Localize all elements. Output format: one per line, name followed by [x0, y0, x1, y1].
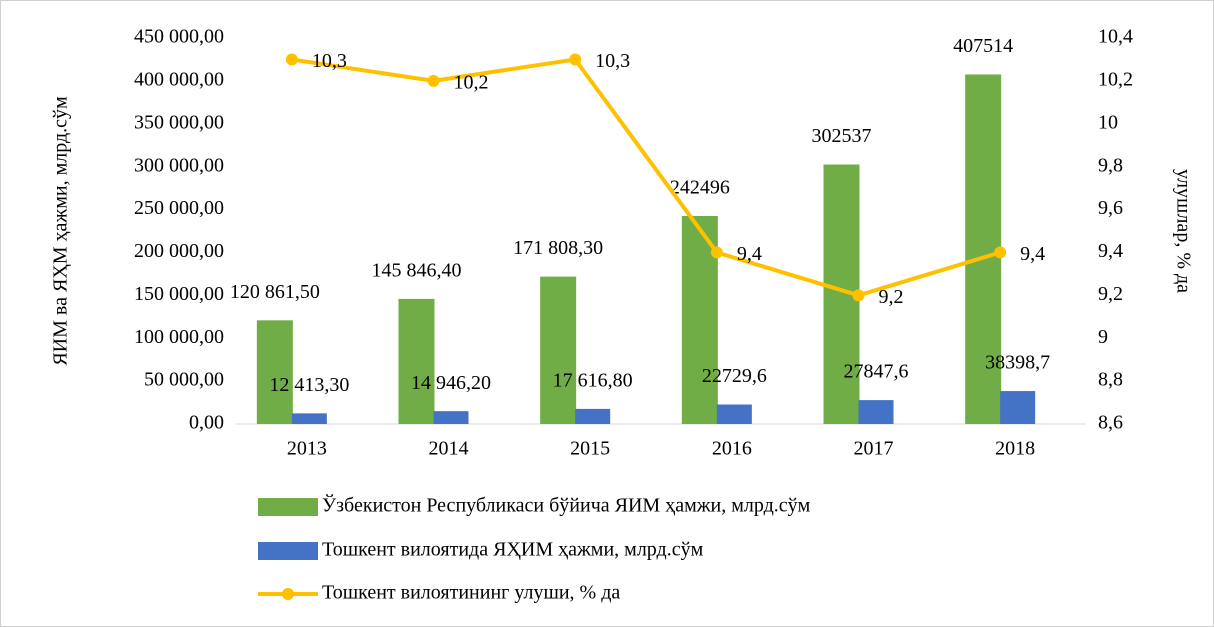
x-tick-label: 2017 — [854, 438, 894, 460]
data-label: 242496 — [670, 177, 730, 199]
bar — [398, 298, 435, 424]
bar — [540, 276, 577, 424]
data-label: 9,2 — [879, 286, 904, 308]
legend-swatch — [258, 542, 318, 560]
x-tick-label: 2013 — [287, 438, 327, 460]
legend-marker — [282, 588, 294, 600]
data-label: 12 413,30 — [269, 374, 349, 396]
data-label: 17 616,80 — [553, 369, 633, 391]
y-tick-label: 300 000,00 — [134, 154, 224, 176]
y-tick-label: 200 000,00 — [134, 240, 224, 262]
line-marker — [994, 246, 1007, 259]
y2-tick-label: 8,8 — [1098, 369, 1123, 391]
line-marker — [710, 246, 723, 259]
y2-tick-label: 10 — [1098, 111, 1118, 133]
data-label: 10,3 — [595, 50, 630, 72]
line-marker — [569, 53, 582, 66]
y2-axis-title: улушлар, % да — [1172, 169, 1194, 293]
y2-tick-label: 9,2 — [1098, 283, 1123, 305]
data-label: 27847,6 — [844, 361, 909, 383]
bar — [291, 413, 327, 424]
y2-tick-label: 9 — [1098, 326, 1108, 348]
legend-label: Ўзбекистон Республикаси бўйича ЯИМ ҳамжи… — [322, 494, 811, 517]
y-tick-label: 150 000,00 — [134, 283, 224, 305]
x-tick-label: 2016 — [712, 438, 752, 460]
data-label: 9,4 — [737, 243, 762, 265]
y-tick-label: 400 000,00 — [134, 68, 224, 90]
line-marker — [285, 53, 298, 66]
bar — [716, 404, 752, 424]
y-tick-label: 350 000,00 — [134, 111, 224, 133]
data-label: 22729,6 — [702, 365, 767, 387]
y2-tick-label: 8,6 — [1098, 412, 1123, 434]
data-label: 120 861,50 — [230, 281, 320, 303]
line — [291, 57, 1001, 298]
y2-tick-label: 9,8 — [1098, 154, 1123, 176]
bar — [1000, 391, 1036, 424]
line-marker — [427, 74, 440, 87]
y2-tick-label: 10,4 — [1098, 26, 1133, 48]
y2-tick-label: 10,2 — [1098, 68, 1133, 90]
x-tick-label: 2014 — [429, 438, 469, 460]
legend-swatch — [258, 498, 318, 516]
y-tick-label: 250 000,00 — [134, 197, 224, 219]
bar — [575, 408, 611, 424]
data-label: 14 946,20 — [411, 372, 491, 394]
line-marker — [852, 289, 865, 302]
y-tick-label: 50 000,00 — [144, 369, 224, 391]
y-tick-label: 100 000,00 — [134, 326, 224, 348]
bar — [433, 411, 469, 424]
data-label: 10,3 — [312, 50, 347, 72]
y-axis-title: ЯИМ ва ЯҲМ ҳажми, млрд.сўм — [50, 96, 72, 366]
bar — [858, 400, 894, 424]
data-label: 171 808,30 — [513, 237, 603, 259]
legend-label: Тошкент вилоятининг улуши, % да — [322, 582, 620, 604]
y-tick-label: 450 000,00 — [134, 26, 224, 48]
data-label: 145 846,40 — [372, 259, 462, 281]
data-label: 302537 — [812, 125, 872, 147]
y2-tick-label: 9,4 — [1098, 240, 1123, 262]
y-tick-label: 0,00 — [189, 412, 224, 434]
y2-tick-label: 9,6 — [1098, 197, 1123, 219]
data-label: 38398,7 — [985, 352, 1050, 374]
data-label: 10,2 — [454, 71, 489, 93]
data-label: 407514 — [953, 35, 1013, 57]
x-tick-label: 2015 — [570, 438, 610, 460]
bar — [256, 320, 293, 424]
data-label: 9,4 — [1020, 243, 1045, 265]
legend-label: Тошкент вилоятида ЯҲИМ ҳажми, млрд.сўм — [322, 539, 704, 561]
x-tick-label: 2018 — [995, 438, 1035, 460]
